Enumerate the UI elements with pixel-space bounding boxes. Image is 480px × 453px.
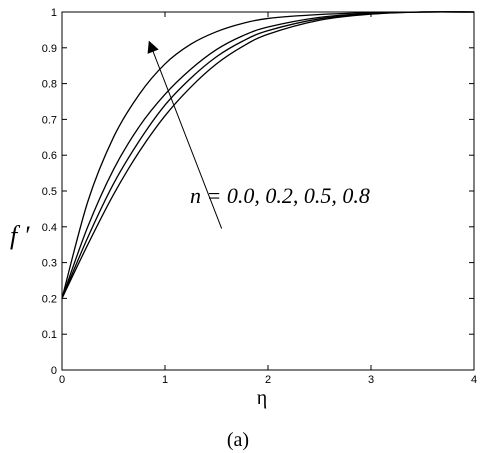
- annotation-group: n = 0.0, 0.2, 0.5, 0.8: [147, 40, 370, 229]
- y-tick-label: 0.9: [42, 43, 57, 55]
- y-tick-label: 0.8: [42, 79, 57, 91]
- y-tick-label: 0.2: [42, 293, 57, 305]
- y-axis-label: f ′: [10, 221, 30, 250]
- x-axis-label: η: [257, 387, 267, 409]
- annotation-arrow: [147, 40, 223, 229]
- x-tick-label: 2: [265, 374, 271, 386]
- y-tick-label: 1: [51, 7, 57, 19]
- series-group: [61, 11, 475, 299]
- ticks-group: 0 0.1 0.2 0.3 0.4 0.5 0.6 0.7 0.8 0.9 1 0 1 2 3 4: [42, 7, 477, 386]
- series-line-2: [61, 11, 475, 299]
- y-tick-label: 0.4: [42, 222, 57, 234]
- y-tick-label: 0: [51, 365, 57, 377]
- x-tick-label: 1: [162, 374, 168, 386]
- series-line-1: [61, 11, 475, 299]
- x-tick-label: 3: [368, 374, 374, 386]
- y-tick-label: 0.6: [42, 150, 57, 162]
- y-tick-label: 0.3: [42, 258, 57, 270]
- x-tick-label: 0: [59, 374, 65, 386]
- x-tick-label: 4: [471, 374, 477, 386]
- annotation-label: n = 0.0, 0.2, 0.5, 0.8: [190, 183, 370, 208]
- y-tick-label: 0.7: [42, 114, 57, 126]
- y-tick-label: 0.5: [42, 186, 57, 198]
- series-line-3: [61, 11, 475, 299]
- figure-caption: (a): [227, 429, 249, 451]
- series-line-0: [61, 11, 475, 299]
- y-tick-label: 0.1: [42, 329, 57, 341]
